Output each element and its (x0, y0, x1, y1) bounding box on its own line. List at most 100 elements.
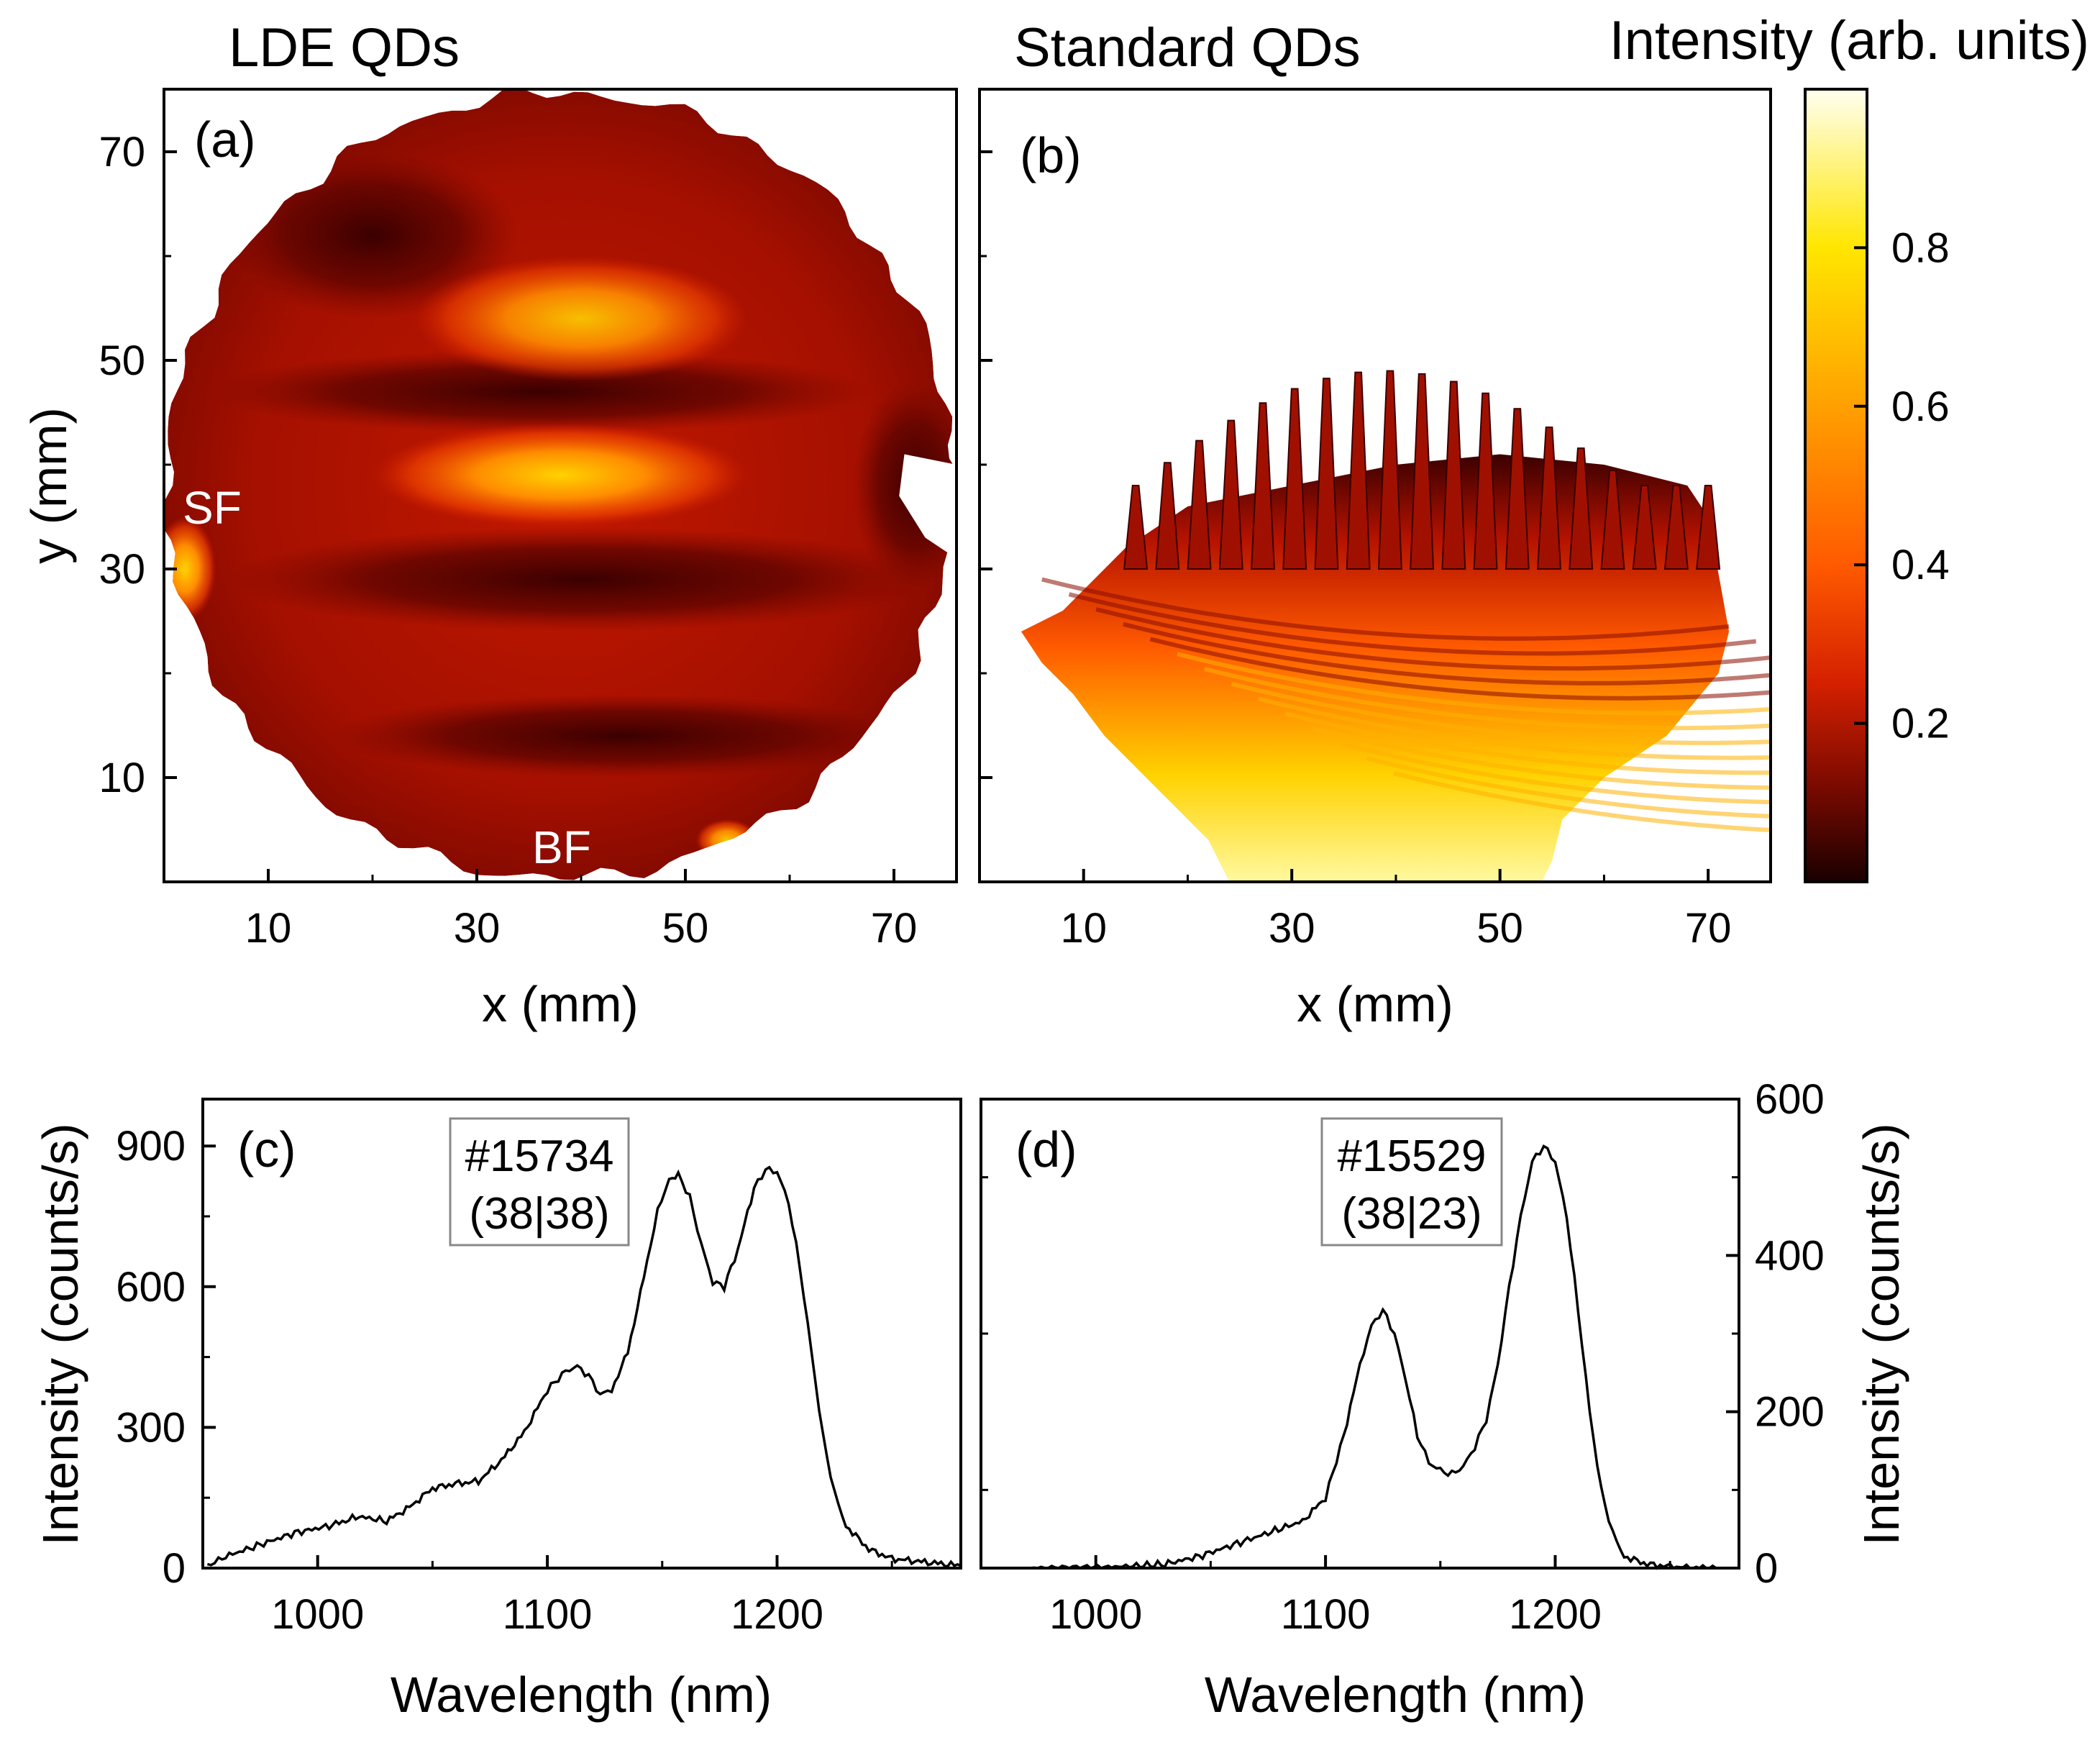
panel-c-ytick-label: 0 (163, 1545, 186, 1592)
wafer-dark-band (227, 527, 936, 632)
fringe-spike (1123, 485, 1149, 570)
panel-a-xlabel: x (mm) (482, 976, 639, 1032)
colorbar-title: Intensity (arb. units) (1610, 10, 2089, 71)
wafer-layer (164, 89, 957, 880)
fringe-spike (1377, 370, 1402, 570)
panel-c-legend-line2: (38|38) (469, 1189, 609, 1239)
fringe-stripe (1149, 637, 1771, 701)
panel-c-ylabel: Intensity (counts/s) (32, 1123, 88, 1545)
colorbar-tick-label: 0.6 (1891, 383, 1950, 430)
fringe-stripe (1095, 607, 1771, 671)
panel-c-label: (c) (237, 1121, 296, 1178)
panel-b-title: Standard QDs (1014, 17, 1361, 78)
panel-d-series-line (1026, 1144, 1717, 1570)
panel-b-xlabel: x (mm) (1297, 976, 1453, 1032)
fringe-stripe (1366, 756, 1771, 819)
panel-d-xtick-label: 1000 (1049, 1591, 1142, 1638)
panel-d-spectrum: 1000 1100 1200 0 200 400 600 (d) #15529 (38|23… (980, 1076, 1909, 1723)
fringe-spike (1187, 439, 1212, 570)
fringe-stripe (1068, 592, 1757, 656)
fringe-stripe (1203, 666, 1771, 731)
colorbar-tick-label: 0.8 (1891, 224, 1950, 271)
panel-c-xtick-label: 1200 (731, 1591, 823, 1638)
fringe-spike (1663, 485, 1689, 570)
panel-b-xtick-label: 50 (1476, 905, 1523, 952)
panel-a-ytick-label: 10 (99, 755, 145, 801)
fringe-stripe (1393, 771, 1771, 832)
fringe-stripe (1122, 621, 1771, 685)
panel-c-xtick-label: 1000 (271, 1591, 364, 1638)
fringe-spike (1441, 381, 1466, 570)
panel-d-legend-box (1320, 1117, 1503, 1247)
panel-b-xtick-label: 30 (1269, 905, 1315, 952)
wafer-cutout (899, 454, 957, 559)
fringe-spike (1505, 408, 1530, 570)
panel-a-ylabel: y (mm) (21, 407, 77, 564)
fringe-stripe (1231, 681, 1771, 745)
fringe-stripe (1258, 696, 1771, 760)
panel-c-ytick-label: 900 (116, 1123, 186, 1170)
panel-d-xtick-label: 1100 (1281, 1591, 1371, 1638)
colorbar-tick-label: 0.4 (1891, 542, 1950, 588)
fringe-spike (1251, 402, 1275, 570)
fringe-stripe (1284, 711, 1771, 775)
fringe-spike (1218, 419, 1243, 570)
panel-a-label: (a) (194, 111, 256, 168)
panel-a-title: LDE QDs (229, 17, 460, 78)
wafer-dark-band (331, 694, 915, 778)
annotation-bf: BF (532, 821, 591, 873)
colorbar: 0.2 0.4 0.6 0.8 (1804, 88, 1950, 883)
panel-a-frame (163, 88, 958, 883)
wafer-dark-band (206, 350, 873, 434)
panel-c-legend-line1: #15734 (465, 1131, 614, 1181)
panel-d-xtick-label: 1200 (1509, 1591, 1602, 1638)
panel-d-ytick-label: 600 (1755, 1076, 1825, 1123)
panel-c-ytick-label: 600 (116, 1264, 186, 1311)
panel-c-xlabel: Wavelength (nm) (391, 1667, 772, 1723)
panel-d-ytick-label: 0 (1755, 1545, 1778, 1592)
panel-d-ytick-label: 400 (1755, 1232, 1825, 1279)
wafer-bright-band-0 (414, 256, 748, 381)
panel-a-ytick-label: 70 (99, 129, 145, 176)
panel-b-heatmap: 10 30 50 70 (b) x (mm) (978, 88, 1772, 1032)
wafer-bright-band-1 (373, 423, 748, 527)
fringe-stripe (1041, 577, 1730, 641)
panel-b-frame (978, 88, 1772, 883)
fringe-spike (1600, 470, 1625, 570)
fringe-spike (1314, 378, 1339, 570)
panel-c-spectrum: 1000 1100 1200 0 300 600 900 (c) #15734 (38|38… (32, 1098, 962, 1723)
fringe-spike (1346, 371, 1371, 570)
panel-a-heatmap: 10 30 50 70 10 30 50 70 (a) SF BF x (mm) y (mm) (21, 88, 958, 1032)
fringe-spike (1632, 485, 1657, 570)
panel-d-legend-line1: #15529 (1338, 1131, 1487, 1181)
annotation-sf: SF (183, 482, 242, 534)
fringe-spike (1696, 485, 1721, 570)
fringe-stripe (1312, 726, 1771, 791)
panel-c-series-line (206, 1165, 962, 1568)
panel-a-xtick-label: 50 (662, 905, 709, 952)
colorbar-tick-label: 0.2 (1891, 701, 1950, 747)
fringe-stripe (1339, 741, 1771, 805)
panel-c-frame (201, 1098, 962, 1570)
panel-c-legend-box (449, 1117, 630, 1247)
panel-b-label: (b) (1020, 127, 1082, 183)
fringe-stripe (1177, 652, 1771, 716)
fringe-spike (1473, 392, 1498, 570)
panel-b-xtick-label: 10 (1060, 905, 1107, 952)
panel-d-legend-line2: (38|23) (1341, 1189, 1482, 1239)
panel-a-ytick-label: 30 (99, 546, 145, 593)
panel-b-xtick-label: 70 (1685, 905, 1732, 952)
panel-d-label: (d) (1015, 1121, 1077, 1178)
panel-d-ytick-label: 200 (1755, 1389, 1825, 1436)
panel-c-xtick-label: 1100 (503, 1591, 593, 1638)
fringe-spike (1410, 373, 1435, 570)
panel-d-xlabel: Wavelength (nm) (1205, 1667, 1586, 1723)
panel-a-xtick-label: 10 (245, 905, 292, 952)
panel-a-ytick-label: 50 (99, 337, 145, 384)
panel-c-ytick-label: 300 (116, 1404, 186, 1451)
panel-a-xtick-label: 30 (454, 905, 501, 952)
panel-a-xtick-label: 70 (871, 905, 918, 952)
panel-d-ylabel: Intensity (counts/s) (1853, 1123, 1909, 1545)
fringe-spike (1537, 427, 1562, 570)
